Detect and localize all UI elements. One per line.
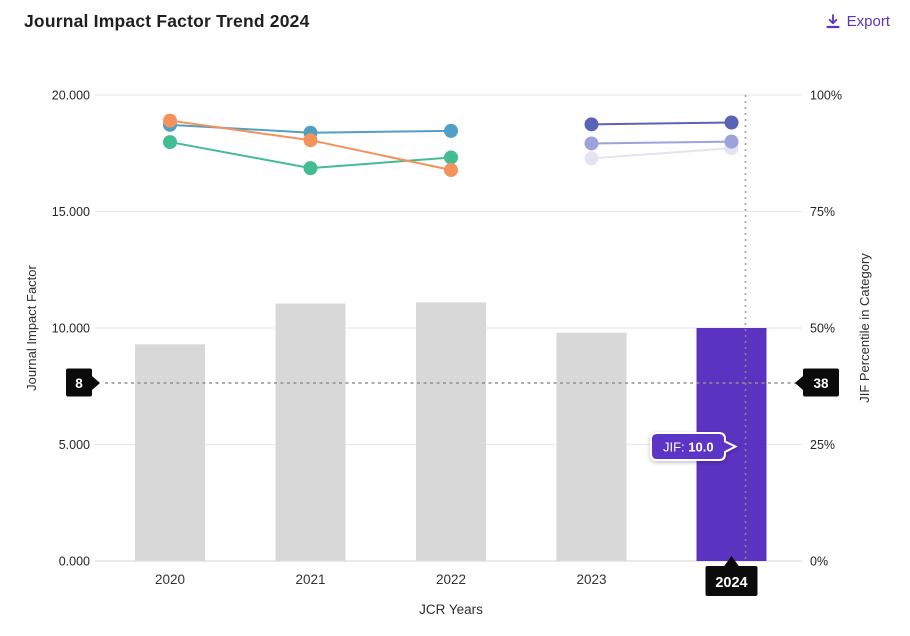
left-axis-tick: 10.000 [52, 322, 90, 336]
x-tick-2020: 2020 [155, 572, 185, 587]
percentile-orange-point-2021[interactable] [303, 133, 318, 148]
right-axis-tick: 50% [810, 322, 835, 336]
chart-header: Journal Impact Factor Trend 2024 Export [0, 0, 910, 44]
bar-2022[interactable] [416, 302, 486, 561]
percentile-indigo-line [591, 121, 732, 126]
x-axis-title: JCR Years [419, 602, 483, 617]
percentile-lavender-line [591, 147, 732, 160]
percentile-light-purple-line [591, 140, 732, 145]
percentile-indigo-point-2023[interactable] [584, 117, 599, 132]
percentile-orange-point-2020[interactable] [163, 113, 177, 128]
percentile-lavender-point-2023[interactable] [584, 151, 599, 166]
left-axis-title: Journal Impact Factor [24, 264, 39, 390]
right-axis-tick: 75% [810, 205, 835, 219]
bar-2020[interactable] [135, 344, 205, 561]
percentile-green-point-2022[interactable] [444, 150, 458, 165]
export-button[interactable]: Export [822, 11, 894, 32]
jif-tooltip [650, 432, 738, 461]
left-crosshair-badge-arrow [92, 375, 100, 390]
left-crosshair-badge [66, 368, 92, 397]
left-axis-tick: 15.000 [52, 205, 90, 219]
page-title: Journal Impact Factor Trend 2024 [24, 11, 310, 31]
x-tick-2021: 2021 [295, 572, 325, 587]
x-tick-2024: 2024 [715, 575, 747, 591]
left-crosshair-value: 8 [75, 376, 83, 391]
percentile-indigo-point-2024[interactable] [724, 115, 739, 130]
right-crosshair-value: 38 [813, 376, 829, 391]
percentile-green-point-2020[interactable] [163, 135, 177, 150]
x-tick-2022: 2022 [436, 572, 466, 587]
jif-tooltip-text: JIF: 10.0 [663, 440, 714, 455]
percentile-light-purple-point-2023[interactable] [584, 136, 599, 151]
bar-2023[interactable] [556, 332, 627, 561]
x-tick-2023: 2023 [576, 572, 606, 587]
right-axis-tick: 0% [810, 555, 828, 569]
percentile-green-point-2021[interactable] [303, 161, 318, 176]
right-axis-tick: 100% [810, 89, 842, 103]
percentile-orange-point-2022[interactable] [444, 163, 458, 178]
bar-2021[interactable] [275, 303, 346, 561]
selected-year-pointer [723, 556, 740, 567]
right-crosshair-badge-arrow [795, 375, 803, 390]
right-crosshair-badge [803, 368, 839, 397]
left-axis-tick: 0.000 [59, 555, 90, 569]
percentile-teal-point-2022[interactable] [444, 123, 458, 138]
right-axis-tick: 25% [810, 438, 835, 452]
left-axis-tick: 5.000 [59, 438, 90, 452]
export-label: Export [846, 13, 890, 30]
right-axis-title: JIF Percentile in Category [857, 253, 872, 403]
download-icon [826, 14, 840, 29]
percentile-light-purple-point-2024[interactable] [724, 134, 739, 149]
selected-year-badge[interactable] [705, 566, 758, 596]
left-axis-tick: 20.000 [52, 89, 90, 103]
